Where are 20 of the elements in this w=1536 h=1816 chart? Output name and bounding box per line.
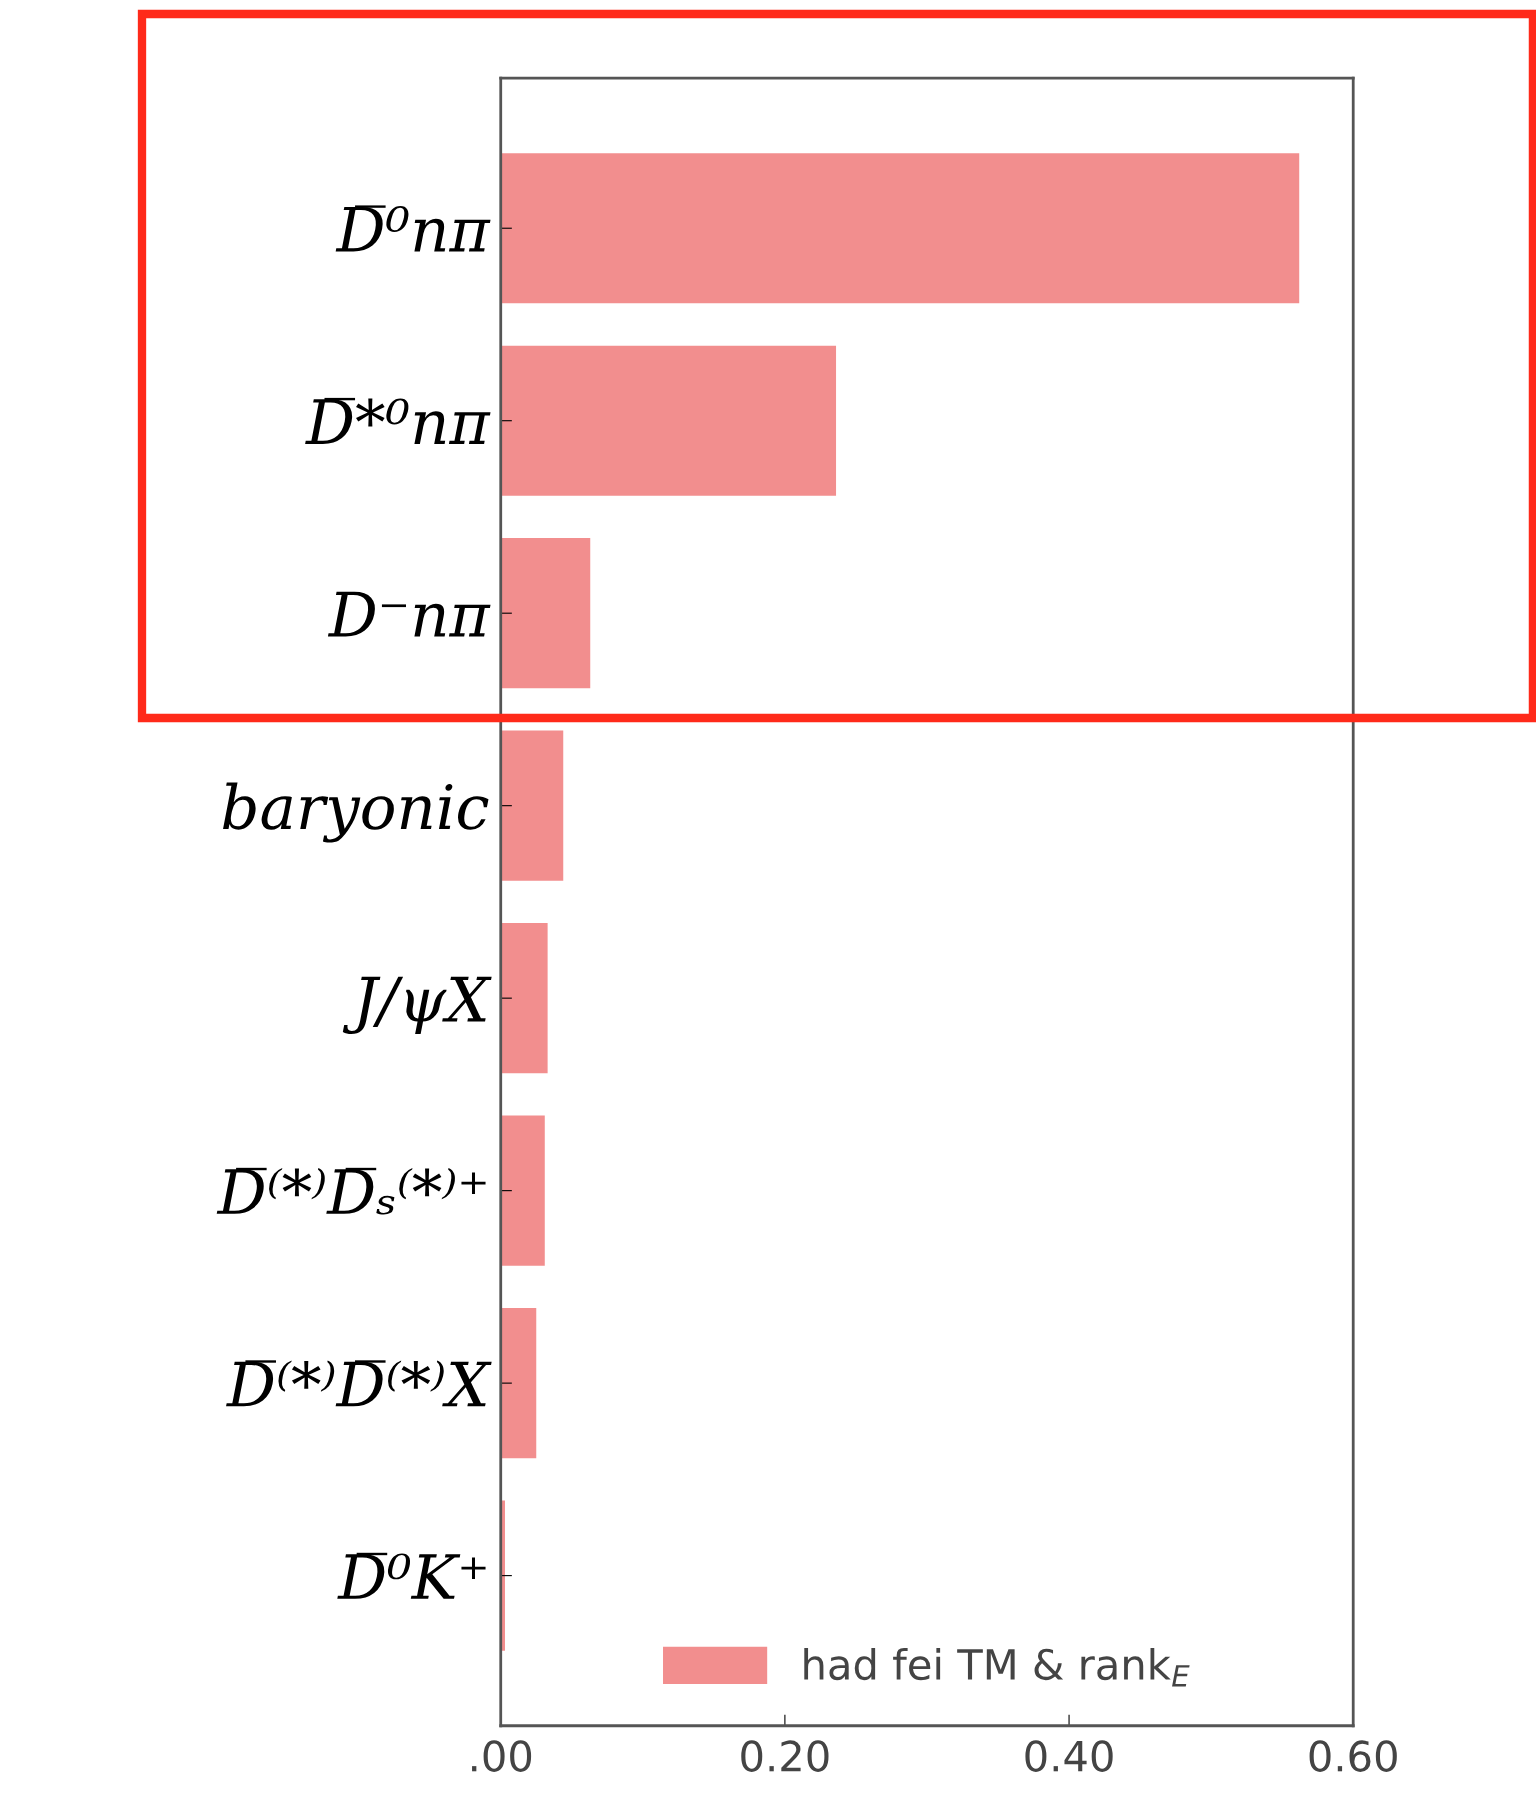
- y-tick-label: J/ψX: [342, 976, 492, 1035]
- x-tick-label: 0.60: [1309, 1740, 1397, 1772]
- y-tick-label: D̅⁽*⁾D̅ₛ⁽*⁾⁺: [216, 1167, 486, 1215]
- bar: [500, 1308, 537, 1459]
- y-tick-label: D̅*⁰nπ: [305, 397, 491, 444]
- x-tick-label: 0.40: [1025, 1740, 1113, 1772]
- y-tick-label: D̅⁰K⁺: [337, 1552, 486, 1599]
- bar: [500, 345, 837, 496]
- x-tick-label: 0.20: [741, 1740, 829, 1772]
- y-tick-label: D⁻nπ: [327, 591, 491, 637]
- y-tick-label: D̅⁽*⁾D̅⁽*⁾X: [226, 1360, 492, 1407]
- legend-label: had fei TM & rank$_{E}$: [804, 1647, 1190, 1687]
- bar: [500, 1115, 545, 1266]
- bar: [500, 923, 548, 1074]
- x-tick-label: .00: [472, 1740, 532, 1772]
- bar: [500, 538, 591, 689]
- bar: [500, 153, 1300, 304]
- y-tick-label: D̅⁰nπ: [335, 205, 491, 252]
- y-tick-label: baryonic: [223, 782, 489, 843]
- bar: [500, 730, 564, 881]
